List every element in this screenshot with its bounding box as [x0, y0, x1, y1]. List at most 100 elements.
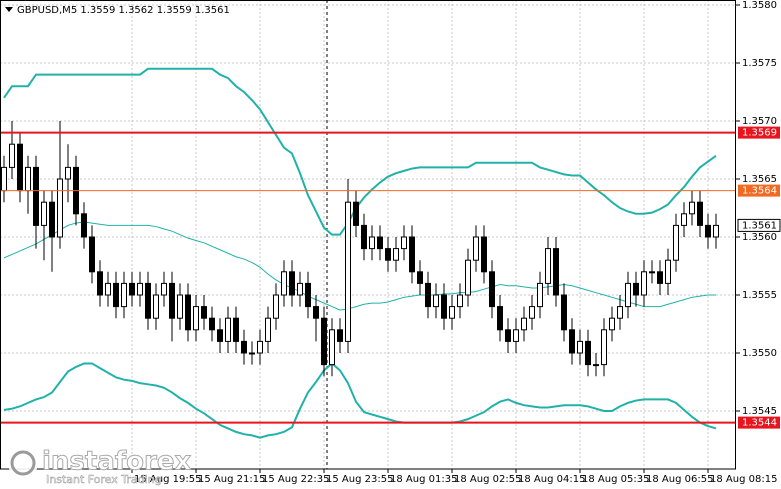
candle-body	[489, 271, 495, 308]
candle-body	[481, 236, 487, 273]
candle-body	[473, 236, 479, 261]
x-tick-label: 18 Aug 02:55	[454, 474, 521, 485]
plot-frame	[0, 0, 736, 470]
candle-body	[289, 271, 295, 296]
candle-body	[305, 282, 311, 308]
level-label: 1.3544	[742, 418, 777, 429]
candle-body	[513, 329, 519, 342]
candle-body	[537, 282, 543, 308]
candle-body	[593, 364, 599, 367]
candle-body	[161, 282, 167, 296]
bollinger-band	[3, 221, 716, 311]
candle-body	[233, 317, 239, 342]
candle-body	[281, 271, 287, 296]
candle-body	[337, 329, 343, 342]
x-tick-label: 15 Aug 23:55	[326, 474, 393, 485]
candle-body	[185, 294, 191, 331]
level-label-box	[738, 184, 780, 197]
candle-body	[33, 166, 39, 226]
x-tick-label: 18 Aug 05:35	[582, 474, 649, 485]
candle-body	[369, 236, 375, 250]
candle-body	[41, 201, 47, 226]
logo-tagline: Instant Forex Trading	[46, 473, 162, 486]
x-tick-label: 18 Aug 04:15	[518, 474, 585, 485]
x-tick-label: 15 Aug 22:35	[262, 474, 329, 485]
candle-body	[625, 282, 631, 308]
candle-body	[297, 282, 303, 296]
candle-body	[465, 259, 471, 296]
candle-body	[529, 306, 535, 319]
candle-body	[561, 294, 567, 331]
candle-body	[449, 306, 455, 319]
candle-body	[193, 306, 199, 331]
candle-body	[209, 317, 215, 331]
candle-body	[689, 201, 695, 215]
level-label-box	[738, 416, 780, 429]
candle-body	[697, 201, 703, 226]
last-price-box	[737, 218, 781, 232]
y-tick-label: 1.3545	[742, 406, 777, 417]
candle-body	[497, 306, 503, 331]
candle-body	[577, 340, 583, 354]
candle-body	[633, 282, 639, 296]
candle-body	[673, 224, 679, 261]
candle-body	[321, 317, 327, 366]
candle-body	[553, 248, 559, 296]
y-tick-label: 1.3560	[742, 232, 777, 243]
candle-body	[65, 166, 71, 180]
candle-body	[385, 248, 391, 261]
last-price-label: 1.3561	[742, 220, 777, 231]
candle-body	[145, 282, 151, 319]
x-tick-label: 15 Aug 21:15	[198, 474, 265, 485]
candle-body	[97, 271, 103, 296]
candle-body	[129, 282, 135, 296]
candle-body	[505, 329, 511, 342]
candle-body	[569, 329, 575, 354]
candle-body	[81, 213, 87, 238]
level-label: 1.3569	[742, 128, 777, 139]
y-tick-label: 1.3555	[742, 290, 777, 301]
candle-body	[217, 329, 223, 342]
candle-body	[89, 236, 95, 273]
plot	[0, 67, 736, 439]
x-tick-label: 18 Aug 06:55	[646, 474, 713, 485]
candle-body	[641, 271, 647, 296]
candle-body	[601, 329, 607, 366]
candle-body	[257, 340, 263, 354]
candle-body	[201, 306, 207, 319]
x-tick-label: 18 Aug 08:15	[710, 474, 777, 485]
logo: instaforex Instant Forex Trading	[8, 446, 192, 486]
y-tick-label: 1.3580	[742, 0, 777, 11]
candle-body	[521, 317, 527, 331]
candle-body	[657, 271, 663, 284]
candle-body	[393, 248, 399, 261]
chart-title: GBPUSD,M5 1.3559 1.3562 1.3559 1.3561	[17, 5, 230, 16]
candle-body	[113, 282, 119, 308]
candle-body	[705, 224, 711, 238]
x-tick-label: 18 Aug 01:35	[390, 474, 457, 485]
candle-body	[249, 352, 255, 355]
candle-body	[617, 306, 623, 319]
candle-body	[121, 282, 127, 308]
candle-body	[265, 317, 271, 342]
candle-body	[713, 224, 719, 238]
logo-name: instaforex	[42, 447, 192, 477]
candle-body	[417, 271, 423, 284]
candle-body	[649, 271, 655, 274]
candle-body	[585, 340, 591, 366]
candle-body	[153, 294, 159, 319]
candle-body	[241, 340, 247, 354]
logo-ring	[10, 450, 36, 476]
candle-body	[441, 294, 447, 319]
candle-body	[665, 259, 671, 284]
y-tick-label: 1.3550	[742, 348, 777, 359]
axis: 1.3580 1.3575 1.3570 1.3565 1.3560 1.3555 1.35…	[131, 0, 781, 485]
candle-body	[169, 282, 175, 319]
candle-body	[273, 294, 279, 319]
candle-body	[545, 248, 551, 284]
level-label: 1.3564	[742, 186, 777, 197]
candle-body	[313, 306, 319, 319]
y-tick-label: 1.3570	[742, 116, 777, 127]
